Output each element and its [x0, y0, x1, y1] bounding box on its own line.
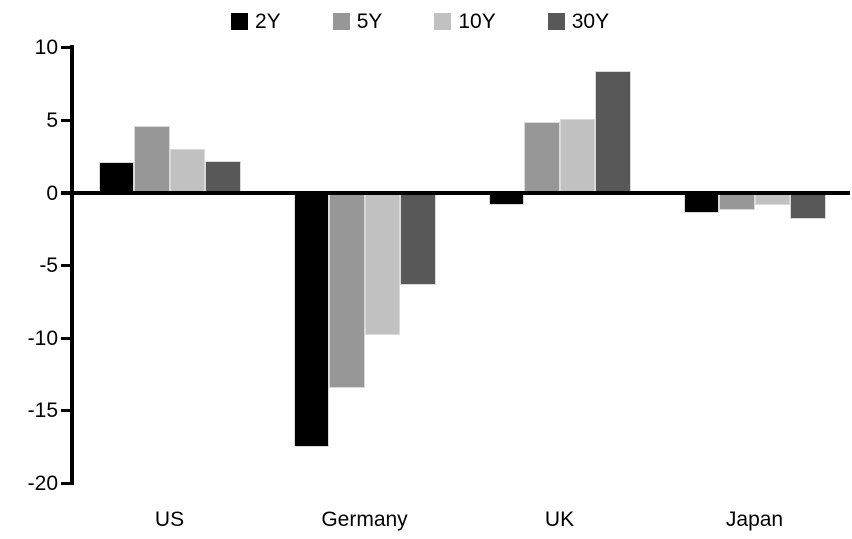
legend-item-2y: 2Y — [231, 11, 281, 32]
bar-2y-germany — [293, 193, 329, 448]
bar-5y-us — [134, 126, 170, 193]
x-axis-label-germany: Germany — [321, 508, 408, 531]
legend-item-5y: 5Y — [332, 10, 383, 33]
y-axis-tick — [61, 482, 71, 486]
y-axis-tick-label: -5 — [39, 254, 58, 278]
bar-5y-japan — [719, 193, 755, 211]
legend-swatch-icon — [231, 13, 248, 30]
y-axis-tick-label: 10 — [34, 36, 58, 60]
legend: 2Y 5Y 10Y 30Y — [231, 11, 609, 32]
legend-swatch-icon — [332, 13, 350, 30]
y-axis-tick — [61, 191, 71, 195]
y-axis-tick-label: -10 — [27, 326, 58, 350]
bar-5y-germany — [329, 193, 365, 388]
x-axis-zero-line — [61, 191, 850, 195]
y-axis-tick-label: 5 — [46, 108, 58, 132]
bar-30y-germany — [400, 193, 436, 285]
bar-30y-japan — [790, 193, 826, 220]
y-axis-tick — [61, 264, 71, 268]
bar-10y-us — [169, 149, 205, 193]
legend-swatch-icon — [547, 13, 565, 30]
y-axis-tick-label: -20 — [27, 472, 58, 496]
x-axis-label-japan: Japan — [725, 508, 784, 531]
x-axis-label-uk: UK — [544, 508, 575, 531]
y-axis-tick — [61, 46, 71, 50]
legend-swatch-icon — [434, 13, 452, 30]
legend-item-10y: 10Y — [434, 10, 496, 33]
y-axis-tick-label: 0 — [46, 181, 58, 205]
legend-label: 10Y — [458, 10, 496, 33]
legend-item-30y: 30Y — [547, 10, 610, 33]
bar-5y-uk — [524, 121, 560, 193]
y-axis-tick — [61, 409, 71, 413]
y-axis-tick — [61, 118, 71, 122]
legend-label: 2Y — [255, 10, 281, 33]
legend-label: 30Y — [571, 10, 610, 33]
bar-10y-germany — [364, 193, 400, 336]
y-axis-line — [70, 45, 74, 485]
bar-2y-japan — [683, 193, 719, 214]
bar-30y-uk — [595, 70, 631, 193]
y-axis-tick — [61, 336, 71, 340]
x-axis-label-us: US — [154, 508, 185, 531]
legend-label: 5Y — [356, 10, 383, 33]
bar-10y-uk — [559, 118, 595, 193]
bar-2y-us — [98, 162, 134, 193]
bar-30y-us — [205, 161, 241, 193]
y-axis-tick-label: -15 — [27, 399, 58, 423]
